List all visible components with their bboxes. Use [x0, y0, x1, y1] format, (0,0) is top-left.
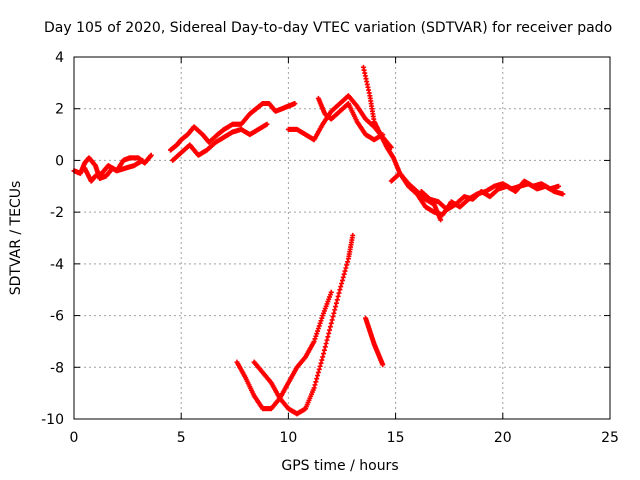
data-point-marker — [328, 320, 334, 326]
data-point-marker — [292, 101, 298, 107]
data-point-marker — [343, 265, 349, 271]
y-tick-label: -6 — [50, 309, 64, 325]
data-point-marker — [319, 357, 325, 363]
data-point-marker — [328, 289, 334, 295]
data-point-marker — [325, 334, 331, 340]
data-series — [363, 315, 386, 368]
chart-title: Day 105 of 2020, Sidereal Day-to-day VTE… — [44, 20, 612, 36]
data-point-marker — [334, 297, 340, 303]
data-point-marker — [330, 314, 336, 320]
data-point-marker — [317, 320, 323, 326]
data-point-marker — [264, 121, 270, 127]
data-point-marker — [560, 191, 566, 197]
data-point-marker — [312, 336, 318, 342]
data-point-marker — [333, 304, 339, 310]
data-point-marker — [329, 317, 335, 323]
data-point-marker — [318, 360, 324, 366]
data-point-marker — [316, 366, 322, 372]
data-series — [170, 121, 270, 163]
x-tick-label: 15 — [387, 430, 405, 446]
x-tick-label: 10 — [279, 430, 297, 446]
data-point-marker — [438, 217, 444, 223]
data-point-marker — [317, 363, 323, 369]
data-series — [82, 157, 146, 184]
data-series — [285, 93, 394, 150]
y-tick-label: 0 — [55, 153, 64, 169]
y-tick-label: -2 — [50, 205, 64, 221]
data-point-marker — [320, 354, 326, 360]
x-tick-label: 5 — [177, 430, 186, 446]
grid-lines — [74, 57, 610, 419]
data-point-marker — [315, 328, 321, 334]
data-series — [234, 289, 334, 412]
data-point-marker — [341, 271, 347, 277]
data-point-marker — [322, 344, 328, 350]
y-tick-label: 4 — [55, 50, 64, 66]
data-point-marker — [556, 183, 562, 189]
y-tick-label: 2 — [55, 102, 64, 118]
data-point-marker — [316, 323, 322, 329]
data-point-marker — [327, 324, 333, 330]
x-axis-ticks: 0 5 10 15 20 25 — [70, 57, 619, 446]
data-point-marker — [342, 268, 348, 274]
data-point-marker — [339, 277, 345, 283]
data-point-marker — [332, 307, 338, 313]
data-series — [167, 101, 298, 153]
data-series — [251, 232, 356, 417]
data-point-marker — [323, 340, 329, 346]
data-point-marker — [338, 284, 344, 290]
data-point-marker — [315, 369, 321, 375]
data-point-marker — [148, 152, 154, 158]
data-point-marker — [337, 287, 343, 293]
y-tick-label: -4 — [50, 257, 64, 273]
y-axis-label: SDTVAR / TECUs — [8, 181, 24, 296]
data-point-marker — [350, 232, 356, 238]
plot-frame — [73, 56, 611, 420]
data-point-marker — [336, 290, 342, 296]
data-point-marker — [140, 157, 146, 163]
data-point-marker — [311, 338, 317, 344]
x-tick-label: 0 — [70, 430, 79, 446]
data-point-marker — [313, 379, 319, 385]
data-point-marker — [333, 300, 339, 306]
x-tick-label: 20 — [494, 430, 512, 446]
data-point-marker — [318, 318, 324, 324]
data-point-marker — [312, 382, 318, 388]
data-point-marker — [311, 385, 317, 391]
data-point-marker — [324, 337, 330, 343]
data-point-marker — [340, 274, 346, 280]
data-point-marker — [339, 281, 345, 287]
data-point-marker — [314, 376, 320, 382]
data-point-marker — [326, 330, 332, 336]
data-point-marker — [321, 347, 327, 353]
data-point-marker — [344, 262, 350, 268]
data-point-marker — [313, 333, 319, 339]
data-point-marker — [315, 373, 321, 379]
data-point-marker — [335, 293, 341, 299]
data-point-marker — [388, 145, 394, 150]
data-series — [418, 178, 562, 213]
data-point-marker — [345, 259, 351, 265]
data-point-marker — [319, 315, 325, 321]
data-point-marker — [315, 326, 321, 331]
y-tick-label: -8 — [50, 360, 64, 376]
x-tick-label: 25 — [601, 430, 619, 446]
x-axis-label: GPS time / hours — [281, 458, 398, 474]
data-point-marker — [321, 351, 327, 357]
y-tick-label: -10 — [41, 412, 64, 428]
data-point-marker — [331, 310, 337, 316]
data-point-marker — [380, 362, 386, 368]
y-axis-ticks: -10 -8 -6 -4 -2 0 2 4 — [41, 50, 610, 428]
data-point-marker — [314, 331, 320, 337]
data-points — [71, 64, 566, 417]
data-point-marker — [327, 327, 333, 333]
